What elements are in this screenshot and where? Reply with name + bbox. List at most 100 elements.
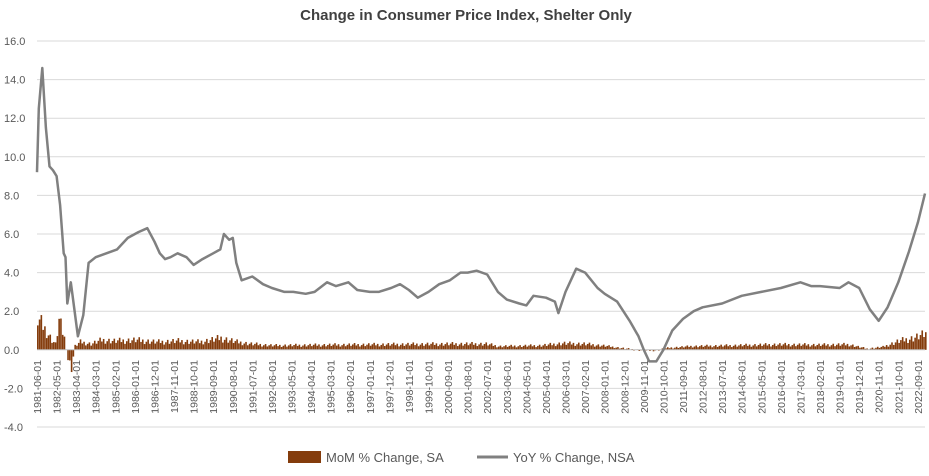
mom-bar <box>405 344 407 349</box>
x-tick-label: 2004-05-01 <box>521 360 533 414</box>
mom-bar <box>201 341 203 350</box>
mom-bar <box>391 344 393 350</box>
mom-bar <box>500 346 502 350</box>
mom-bar <box>62 335 64 350</box>
mom-bar <box>318 344 320 349</box>
y-tick-label: -2.0 <box>4 383 23 395</box>
x-tick-label: 1995-03-01 <box>326 360 338 414</box>
mom-bar <box>372 344 374 350</box>
mom-bar <box>760 344 762 350</box>
mom-bar <box>83 342 85 350</box>
y-tick-label: 10.0 <box>4 152 25 164</box>
mom-bar <box>332 345 334 350</box>
mom-bar <box>484 344 486 350</box>
mom-bar <box>761 346 763 350</box>
x-tick-label: 2009-11-01 <box>639 360 651 413</box>
mom-bar <box>324 344 326 350</box>
y-axis: 16.014.012.010.08.06.04.02.00.0-2.0-4.0 <box>4 36 25 434</box>
mom-bar <box>224 340 226 350</box>
mom-bar <box>103 339 105 350</box>
mom-bar <box>704 346 706 350</box>
mom-bar <box>841 344 843 349</box>
mom-bar <box>740 344 742 350</box>
mom-bar <box>243 344 245 350</box>
mom-bar <box>197 339 199 350</box>
mom-bar <box>804 343 806 350</box>
mom-bar <box>211 337 213 350</box>
mom-bar <box>343 344 345 350</box>
mom-bar <box>373 343 375 350</box>
x-tick-label: 2019-12-01 <box>854 360 866 414</box>
mom-bar <box>781 346 783 350</box>
x-tick-label: 2001-08-01 <box>463 360 475 414</box>
y-tick-label: -4.0 <box>4 422 23 434</box>
mom-bar <box>156 342 158 350</box>
mom-bar <box>233 343 235 350</box>
mom-bar <box>882 346 884 350</box>
mom-bar <box>792 345 794 350</box>
x-tick-label: 2011-09-01 <box>678 360 690 413</box>
mom-bar <box>891 342 893 349</box>
mom-bar <box>60 319 62 350</box>
mom-bar <box>551 345 553 350</box>
mom-bar <box>163 345 165 350</box>
mom-bar <box>217 335 219 350</box>
mom-bar <box>530 344 532 349</box>
mom-bar <box>560 345 562 349</box>
mom-bar <box>357 344 359 350</box>
x-tick-label: 2000-09-01 <box>443 360 455 414</box>
mom-bar <box>49 335 51 350</box>
x-tick-label: 1985-02-01 <box>110 360 122 414</box>
mom-bar <box>208 343 210 350</box>
legend-label-yoy: YoY % Change, NSA <box>513 450 635 465</box>
mom-bar <box>800 346 802 350</box>
chart-title: Change in Consumer Price Index, Shelter … <box>300 7 632 24</box>
mom-bar <box>44 326 46 349</box>
mom-bar <box>322 345 324 349</box>
mom-bar <box>331 346 333 350</box>
mom-bar <box>446 342 448 349</box>
x-tick-label: 2013-07-01 <box>717 360 729 414</box>
mom-bar <box>548 345 550 350</box>
mom-bar <box>361 345 363 350</box>
mom-bar <box>124 344 126 350</box>
mom-bar <box>295 344 297 350</box>
mom-bar <box>455 343 457 350</box>
legend: MoM % Change, SA YoY % Change, NSA <box>288 450 635 465</box>
mom-bar <box>393 343 395 350</box>
mom-bar <box>130 343 132 350</box>
mom-bar <box>720 345 722 350</box>
mom-bar <box>242 345 244 350</box>
mom-bar <box>80 339 82 349</box>
mom-bar <box>818 344 820 350</box>
mom-bar <box>779 343 781 350</box>
mom-bar <box>325 346 327 349</box>
mom-bar <box>195 341 197 349</box>
mom-bar <box>396 344 398 350</box>
mom-bar <box>53 342 55 350</box>
mom-bar <box>375 345 377 349</box>
mom-bar <box>37 325 39 349</box>
mom-bar <box>493 346 495 350</box>
mom-bar <box>404 346 406 350</box>
mom-bar <box>564 342 566 350</box>
x-tick-label: 2003-06-01 <box>502 360 514 414</box>
mom-bar <box>832 344 834 350</box>
mom-bar <box>578 343 580 350</box>
mom-bar <box>121 342 123 350</box>
mom-bar <box>147 339 149 349</box>
mom-bar <box>836 345 838 350</box>
mom-bar <box>450 344 452 350</box>
mom-bar <box>235 341 237 350</box>
mom-bar <box>576 344 578 350</box>
mom-bar <box>553 344 555 350</box>
mom-bar <box>464 344 466 350</box>
mom-bar <box>767 345 769 349</box>
mom-bar <box>380 345 382 350</box>
x-tick-label: 1989-09-01 <box>208 360 220 414</box>
mom-bar <box>925 332 927 350</box>
mom-bar <box>783 344 785 350</box>
mom-bar <box>400 345 402 350</box>
mom-bar <box>598 344 600 349</box>
